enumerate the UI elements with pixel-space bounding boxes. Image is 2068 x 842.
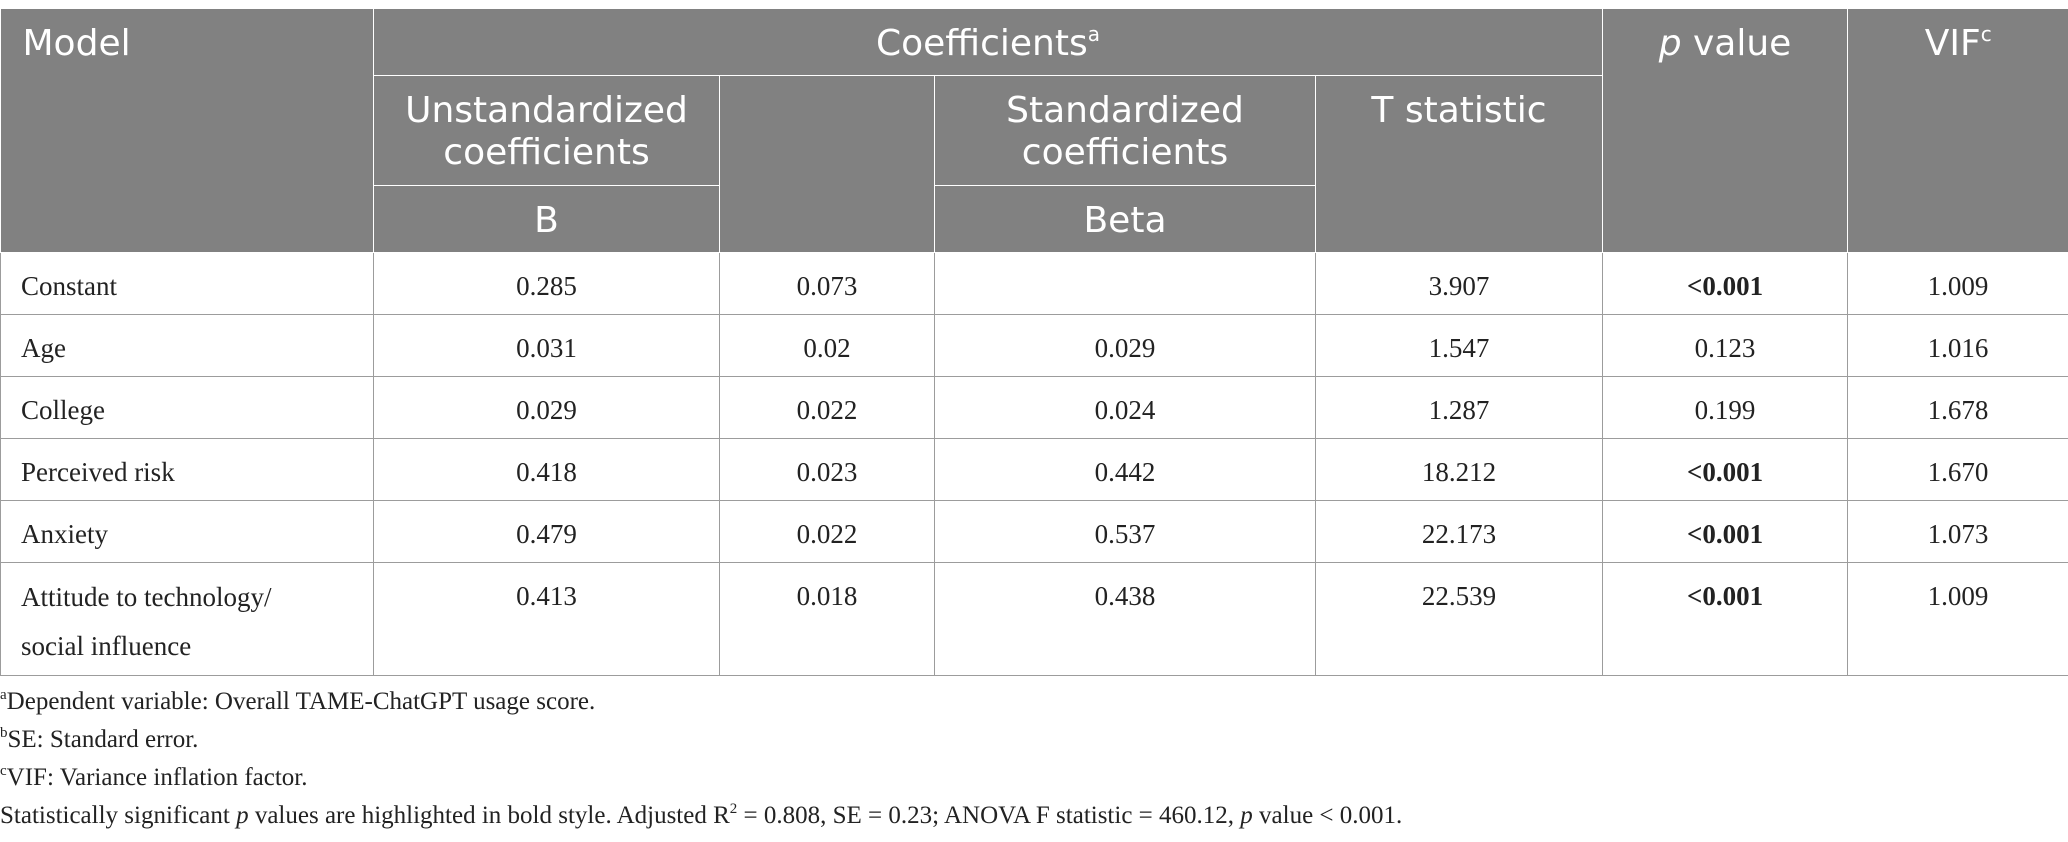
cell-p: <0.001 [1602,252,1849,315]
cell-beta [934,252,1316,315]
row-label: Anxiety [0,500,374,563]
cell-se: 0.022 [719,376,935,439]
cell-vif: 1.016 [1847,314,2068,377]
header-vif: VIFc [1847,8,2068,253]
cell-beta: 0.029 [934,314,1316,377]
cell-b: 0.479 [373,500,720,563]
cell-p: <0.001 [1602,438,1849,501]
cell-beta: 0.024 [934,376,1316,439]
table-row: College 0.029 0.022 0.024 1.287 0.199 1.… [0,376,2068,439]
cell-p: <0.001 [1602,562,1849,676]
cell-b: 0.029 [373,376,720,439]
cell-vif: 1.009 [1847,252,2068,315]
cell-t: 18.212 [1314,438,1604,501]
header-model: Model [0,8,374,253]
header-p-value: p value [1602,8,1849,253]
cell-vif: 1.670 [1847,438,2068,501]
table-row: Anxiety 0.479 0.022 0.537 22.173 <0.001 … [0,500,2068,563]
significance-note: Statistically significant p values are h… [0,801,1403,830]
coefficients-table-container: Model Coefficientsa p value VIFc Unstand… [0,8,2068,676]
header-standardized: Standardized coefficients [934,75,1316,186]
cell-t: 22.173 [1314,500,1604,563]
header-b: B [373,185,720,253]
table-row: Attitude to technology/social influence … [0,562,2068,676]
cell-beta: 0.438 [934,562,1316,676]
cell-se: 0.02 [719,314,935,377]
cell-se: 0.022 [719,500,935,563]
cell-vif: 1.009 [1847,562,2068,676]
header-unstandardized: Unstandardized coefficients [373,75,720,186]
cell-t: 1.547 [1314,314,1604,377]
footnote-a: aDependent variable: Overall TAME-ChatGP… [0,687,596,716]
table-row: Constant 0.285 0.073 3.907 <0.001 1.009 [0,252,2068,315]
row-label: Attitude to technology/social influence [0,562,374,676]
cell-p: 0.123 [1602,314,1849,377]
footnote-marker-c: c [1980,22,1992,46]
cell-vif: 1.073 [1847,500,2068,563]
cell-b: 0.285 [373,252,720,315]
header-t-statistic: T statistic [1314,75,1604,253]
cell-p: 0.199 [1602,376,1849,439]
footnote-c: cVIF: Variance inflation factor. [0,763,308,792]
header-coefficients: Coefficientsa [372,8,1604,76]
table-row: Age 0.031 0.02 0.029 1.547 0.123 1.016 [0,314,2068,377]
row-label: Age [0,314,374,377]
cell-beta: 0.537 [934,500,1316,563]
cell-t: 22.539 [1314,562,1604,676]
cell-t: 1.287 [1314,376,1604,439]
cell-vif: 1.678 [1847,376,2068,439]
cell-beta: 0.442 [934,438,1316,501]
row-label: College [0,376,374,439]
cell-b: 0.031 [373,314,720,377]
cell-b: 0.413 [373,562,720,676]
footnote-marker-a: a [1087,22,1101,46]
header-beta: Beta [934,185,1316,253]
cell-p: <0.001 [1602,500,1849,563]
cell-se: 0.073 [719,252,935,315]
cell-se: 0.018 [719,562,935,676]
row-label: Perceived risk [0,438,374,501]
coefficients-table: Model Coefficientsa p value VIFc Unstand… [0,8,2068,676]
row-label: Constant [0,252,374,315]
table-row: Perceived risk 0.418 0.023 0.442 18.212 … [0,438,2068,501]
table-footnotes: aDependent variable: Overall TAME-ChatGP… [0,683,1402,835]
footnote-b: bSE: Standard error. [0,725,199,754]
cell-se: 0.023 [719,438,935,501]
cell-t: 3.907 [1314,252,1604,315]
cell-b: 0.418 [373,438,720,501]
header-se-spacer [719,75,935,253]
